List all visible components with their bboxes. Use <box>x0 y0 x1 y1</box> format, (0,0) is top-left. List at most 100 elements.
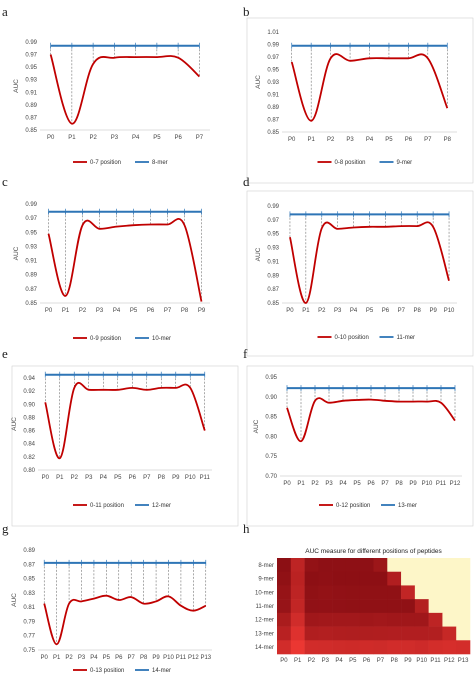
heatmap-cell <box>332 612 347 627</box>
series-line-0-10 position <box>289 221 450 304</box>
x-tick-label: P3 <box>334 308 342 314</box>
x-tick-label: P0 <box>47 135 55 141</box>
x-tick-label: P10 <box>163 655 174 661</box>
x-tick-label: P9 <box>429 308 437 314</box>
legend-label: 8-mer <box>152 160 168 166</box>
x-tick-label: P2 <box>71 475 79 481</box>
heatmap-cell <box>442 599 457 614</box>
panel-e: 0.80 0.82 0.84 0.86 0.88 0.90 0.92 0.94 AUC P0 P1 P… <box>11 365 239 527</box>
panel-f: 0.70 0.75 0.80 0.85 0.90 0.95 AUC P0 P1 P2 P3 P4 P5 P… <box>246 365 474 527</box>
heatmap-cell <box>401 585 416 600</box>
y-tick-label: 0.80 <box>23 468 35 474</box>
heatmap-cell <box>428 571 443 586</box>
y-axis-label: AUC <box>253 419 260 433</box>
y-tick-label: 0.89 <box>25 273 37 279</box>
legend-label: 11-mer <box>397 335 416 341</box>
heatmap-row-label: 9-mer <box>258 577 274 583</box>
heatmap-cell <box>359 626 374 641</box>
heatmap-cell <box>414 612 429 627</box>
heatmap-cell <box>332 640 347 655</box>
heatmap-cell <box>332 626 347 641</box>
y-tick-label: 0.95 <box>267 68 279 74</box>
y-axis-label: AUC <box>13 246 20 260</box>
legend-label: 10-mer <box>152 336 171 342</box>
panel-letter-h: h <box>243 521 250 536</box>
y-tick-label: 0.97 <box>25 216 37 222</box>
x-tick-label: P4 <box>339 481 347 487</box>
heatmap-cell <box>414 558 429 573</box>
heatmap-cell <box>304 558 319 573</box>
y-tick-label: 0.91 <box>25 90 37 96</box>
heatmap-cell <box>401 612 416 627</box>
heatmap-row-label: 10-mer <box>255 590 274 596</box>
x-tick-label: P10 <box>185 475 196 481</box>
x-tick-label: P6 <box>129 475 137 481</box>
heatmap-cell <box>290 558 305 573</box>
y-tick-label: 0.87 <box>267 118 279 124</box>
x-tick-label: P1 <box>53 655 61 661</box>
heatmap-cell <box>318 640 333 655</box>
y-tick-label: 0.82 <box>23 455 35 461</box>
x-tick-label: P6 <box>382 308 390 314</box>
series-line-0-11 position <box>44 382 206 460</box>
y-tick-label: 0.90 <box>23 402 35 408</box>
heatmap-cell <box>373 612 388 627</box>
x-tick-label: P5 <box>353 481 361 487</box>
heatmap-cell <box>345 612 361 627</box>
heatmap-cell <box>277 599 292 614</box>
heatmap-cell <box>414 640 429 655</box>
heatmap-cell <box>387 640 402 655</box>
y-tick-label: 1.01 <box>267 30 279 36</box>
x-tick-label: P10 <box>444 308 455 314</box>
x-tick-label: P7 <box>164 308 172 314</box>
y-tick-label: 0.93 <box>25 244 37 250</box>
x-tick-label: P12 <box>450 481 461 487</box>
panel-c: 0.85 0.87 0.89 0.91 0.93 0.95 0.97 0.99 AUC P0 P1 P… <box>13 202 210 342</box>
heatmap-cell <box>318 599 333 614</box>
heatmap-row-label: 11-mer <box>255 604 274 610</box>
heatmap-cell <box>414 585 429 600</box>
x-tick-label: P6 <box>405 137 413 143</box>
heatmap-cell <box>428 599 443 614</box>
y-tick-label: 0.70 <box>265 474 277 480</box>
x-tick-label: P4 <box>366 137 374 143</box>
heatmap-cell <box>304 571 319 586</box>
y-tick-label: 0.89 <box>267 273 279 279</box>
heatmap-cell <box>373 558 388 573</box>
heatmap-col-label: P10 <box>416 658 427 664</box>
legend-label: 0-11 position <box>90 503 124 509</box>
heatmap-col-label: P8 <box>391 658 399 664</box>
x-tick-label: P3 <box>78 655 86 661</box>
heatmap-cell <box>456 612 471 627</box>
heatmap-cell <box>332 571 347 586</box>
x-tick-label: P10 <box>422 481 433 487</box>
heatmap-col-label: P2 <box>308 658 316 664</box>
panel-a: 0.85 0.87 0.89 0.91 0.93 0.95 0.97 0.99 AUC P0 P1 P… <box>13 40 210 166</box>
heatmap-cell <box>442 612 457 627</box>
y-tick-label: 0.97 <box>267 55 279 61</box>
y-tick-label: 0.94 <box>23 376 35 382</box>
x-tick-label: P7 <box>398 308 406 314</box>
heatmap-cell <box>414 626 429 641</box>
y-tick-label: 0.91 <box>267 93 279 99</box>
x-tick-label: P0 <box>42 475 50 481</box>
heatmap-cell <box>304 626 319 641</box>
y-tick-label: 0.95 <box>267 232 279 238</box>
x-tick-label: P6 <box>147 308 155 314</box>
heatmap-row-label: 12-mer <box>255 618 274 624</box>
y-tick-label: 0.92 <box>23 389 35 395</box>
y-tick-label: 0.85 <box>25 128 37 134</box>
x-tick-label: P3 <box>85 475 93 481</box>
y-tick-label: 0.89 <box>23 548 35 554</box>
heatmap-cell <box>442 640 457 655</box>
y-tick-label: 0.97 <box>25 53 37 59</box>
x-tick-label: P2 <box>79 308 87 314</box>
y-tick-label: 0.93 <box>25 78 37 84</box>
y-tick-label: 0.85 <box>25 301 37 307</box>
panel-letter-b: b <box>243 4 250 19</box>
y-tick-label: 0.99 <box>267 204 279 210</box>
panel-letter-f: f <box>243 346 248 361</box>
heatmap-cell <box>277 558 292 573</box>
x-tick-label: P1 <box>68 135 76 141</box>
heatmap-cell <box>387 571 402 586</box>
